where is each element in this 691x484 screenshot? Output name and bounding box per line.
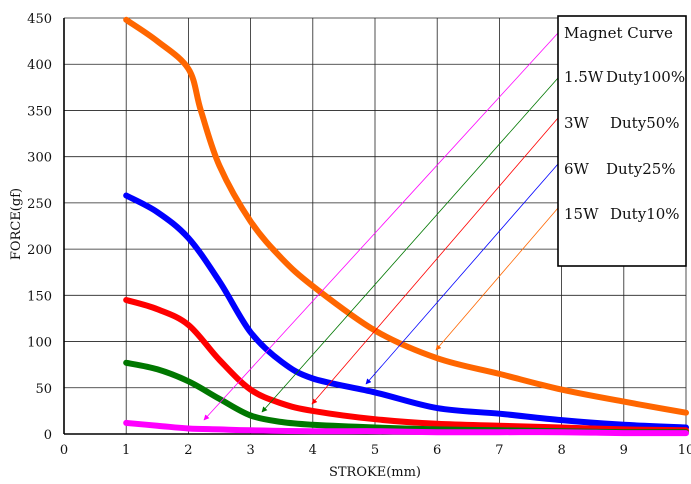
x-tick-label: 0 [60, 443, 68, 458]
legend-callout-arrow [365, 163, 559, 385]
x-tick-label: 7 [495, 443, 503, 458]
x-tick-label: 1 [122, 443, 130, 458]
y-tick-label: 50 [35, 382, 52, 397]
y-axis-title: FORCE(gf) [9, 188, 24, 260]
series-line-1 [123, 16, 689, 416]
series-line-3 [123, 297, 689, 434]
legend-duty-4: Duty10% [610, 205, 680, 223]
y-tick-label: 400 [27, 58, 52, 73]
legend-title: Magnet Curve [564, 24, 673, 42]
legend-box [557, 15, 687, 267]
legend-callout-arrow [311, 117, 559, 405]
series-line-2 [123, 192, 689, 431]
y-tick-label: 150 [27, 289, 52, 304]
legend-callout-arrow [435, 207, 559, 351]
y-tick-label: 450 [27, 12, 52, 27]
x-tick-label: 6 [433, 443, 441, 458]
legend-watt-2: 3W [564, 114, 590, 132]
y-tick-label: 350 [27, 104, 52, 119]
legend-callout-arrow [203, 32, 559, 421]
legend: Magnet Curve 1.5W Duty100% 3W Duty50% 6W… [557, 15, 687, 267]
y-tick-label: 200 [27, 243, 52, 258]
x-tick-label: 9 [620, 443, 628, 458]
x-tick-label: 4 [309, 443, 317, 458]
legend-watt-1: 1.5W [564, 68, 604, 86]
y-tick-label: 100 [27, 336, 52, 351]
series-line-5 [123, 419, 689, 437]
y-tick-label: 0 [44, 428, 52, 443]
x-tick-label: 8 [557, 443, 565, 458]
legend-watt-4: 15W [564, 205, 599, 223]
y-tick-label: 300 [27, 151, 52, 166]
x-tick-label: 10 [678, 443, 691, 458]
legend-duty-2: Duty50% [610, 114, 680, 132]
series-lines [123, 16, 689, 437]
legend-callout-arrow [261, 77, 559, 413]
y-tick-label: 250 [27, 197, 52, 212]
x-tick-label: 5 [371, 443, 379, 458]
legend-watt-3: 6W [564, 160, 590, 178]
x-axis-title: STROKE(mm) [329, 465, 421, 480]
legend-duty-3: Duty25% [606, 160, 676, 178]
legend-callouts [203, 32, 559, 421]
x-tick-label: 3 [246, 443, 254, 458]
x-tick-label: 2 [184, 443, 192, 458]
legend-duty-1: Duty100% [606, 68, 685, 86]
